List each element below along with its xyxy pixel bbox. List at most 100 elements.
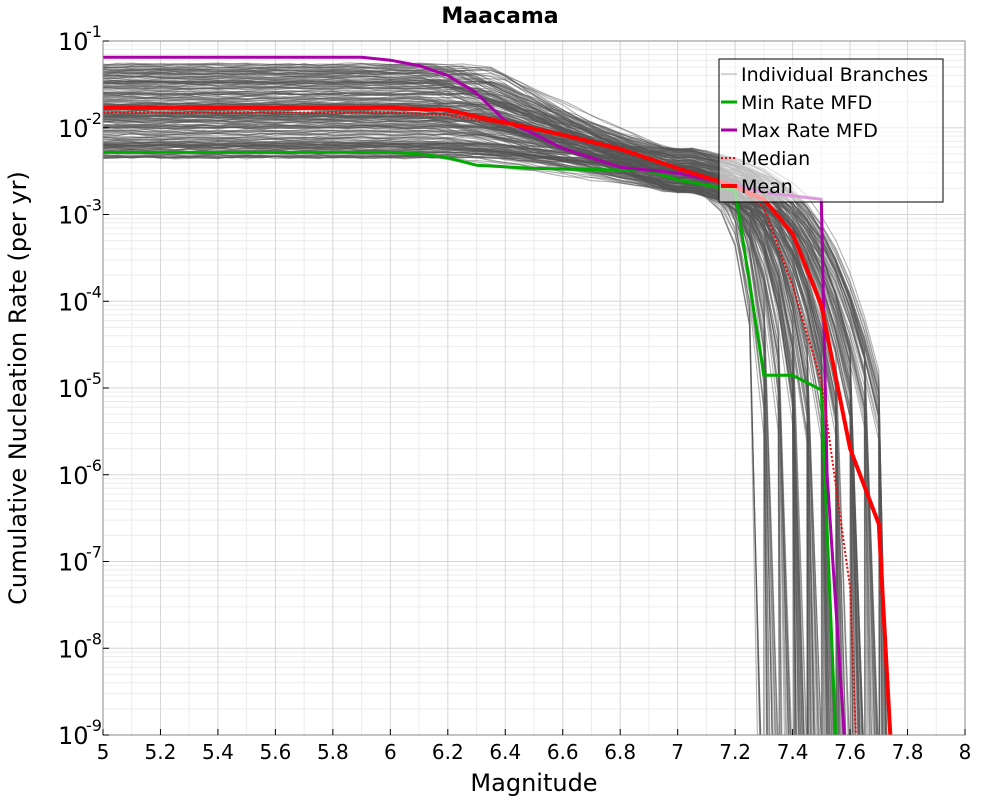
series-line-mean <box>103 105 893 735</box>
branch-line <box>103 80 824 735</box>
x-tick-label: 7.6 <box>834 740 866 764</box>
x-tick-label: 7.2 <box>719 740 751 764</box>
x-tick-label: 6.2 <box>432 740 464 764</box>
y-ticks: 10-110-210-310-410-510-610-710-810-9 <box>58 22 109 750</box>
y-tick-label: 10 <box>58 635 89 663</box>
branch-line <box>103 135 790 735</box>
branch-line <box>103 146 834 735</box>
y-tick-label: 10 <box>58 28 89 56</box>
branch-line <box>103 115 815 735</box>
y-tick-exponent: -1 <box>86 22 102 41</box>
branch-line <box>103 123 831 735</box>
branch-line <box>103 74 800 735</box>
branch-line <box>103 122 796 735</box>
branch-line <box>103 120 818 735</box>
branch-line <box>103 130 773 735</box>
branch-line <box>103 63 882 735</box>
y-tick-label: 10 <box>58 288 89 316</box>
branch-line <box>103 83 829 735</box>
branch-line <box>103 139 779 735</box>
y-tick-exponent: -2 <box>86 109 102 128</box>
branch-line <box>103 107 811 735</box>
branch-line <box>103 74 808 735</box>
branch-line <box>103 148 824 735</box>
y-axis-label: Cumulative Nucleation Rate (per yr) <box>4 171 32 605</box>
branch-line <box>103 92 814 735</box>
branch-line <box>103 155 835 735</box>
branch-line <box>103 71 761 735</box>
branch-line <box>103 66 829 735</box>
y-tick-exponent: -8 <box>86 629 102 648</box>
legend-box <box>718 58 944 203</box>
branch-line <box>103 117 835 735</box>
branch-line <box>103 103 812 735</box>
branch-line <box>103 141 810 735</box>
chart-title: Maacama <box>441 4 558 29</box>
branch-line <box>103 69 808 735</box>
branch-line <box>103 118 812 735</box>
legend-label: Median <box>741 148 810 170</box>
branch-line <box>103 68 820 735</box>
branch-line <box>103 92 822 735</box>
y-tick-label: 10 <box>58 462 89 490</box>
series-line-min-rate-mfd <box>103 150 838 735</box>
x-tick-label: 7 <box>671 740 684 764</box>
branch-line <box>103 131 828 735</box>
branch-line <box>103 68 810 735</box>
branch-line <box>103 92 783 735</box>
branch-line <box>103 146 815 735</box>
x-ticks: 5 5.2 5.4 5.6 5.8 6 6.2 6.4 6.6 6.8 7 7.2 7.4 7.6 7.8 8 <box>97 729 972 764</box>
branch-line <box>103 136 823 735</box>
legend-label: Max Rate MFD <box>741 120 878 142</box>
branch-line <box>103 86 819 735</box>
branch-line <box>103 71 822 735</box>
branch-line <box>103 100 832 735</box>
branch-line <box>103 72 795 735</box>
branch-line <box>103 142 833 735</box>
y-tick-label: 10 <box>58 722 89 750</box>
y-tick-exponent: -4 <box>86 282 102 301</box>
branch-line <box>103 80 758 735</box>
x-tick-label: 7.8 <box>892 740 924 764</box>
y-tick-exponent: -3 <box>86 196 102 215</box>
y-tick-label: 10 <box>58 375 89 403</box>
x-tick-label: 5 <box>97 740 110 764</box>
branch-line <box>103 98 881 735</box>
branch-line <box>103 77 768 735</box>
y-tick-label: 10 <box>58 549 89 577</box>
branch-line <box>103 137 811 735</box>
branch-line <box>103 114 801 735</box>
legend-label: Mean <box>741 176 793 198</box>
branch-line <box>103 81 797 735</box>
x-tick-label: 5.2 <box>145 740 177 764</box>
branch-line <box>103 80 800 735</box>
branch-line <box>103 114 765 735</box>
branch-line <box>103 153 785 735</box>
branch-line <box>103 148 825 735</box>
branch-line <box>103 97 831 735</box>
x-tick-label: 5.8 <box>317 740 349 764</box>
branch-line <box>103 80 788 735</box>
y-tick-label: 10 <box>58 115 89 143</box>
x-tick-label: 8 <box>959 740 972 764</box>
x-tick-label: 5.4 <box>202 740 234 764</box>
y-tick-exponent: -6 <box>86 456 102 475</box>
legend-label: Individual Branches <box>741 64 928 86</box>
x-axis-label: Magnitude <box>470 769 597 797</box>
branch-line <box>103 140 789 735</box>
branch-line <box>103 132 773 735</box>
legend: Individual Branches Min Rate MFD Max Rate … <box>718 58 944 203</box>
branch-line <box>103 141 801 735</box>
branch-line <box>103 114 807 735</box>
branch-line <box>103 120 797 735</box>
y-tick-exponent: -7 <box>86 543 102 562</box>
branch-line <box>103 151 809 735</box>
branch-line <box>103 136 797 735</box>
branch-line <box>103 89 826 735</box>
branch-line <box>103 120 781 735</box>
branch-line <box>103 141 782 735</box>
branch-line <box>103 125 792 735</box>
y-tick-exponent: -9 <box>86 716 102 735</box>
branch-line <box>103 155 762 735</box>
branch-line <box>103 125 881 735</box>
